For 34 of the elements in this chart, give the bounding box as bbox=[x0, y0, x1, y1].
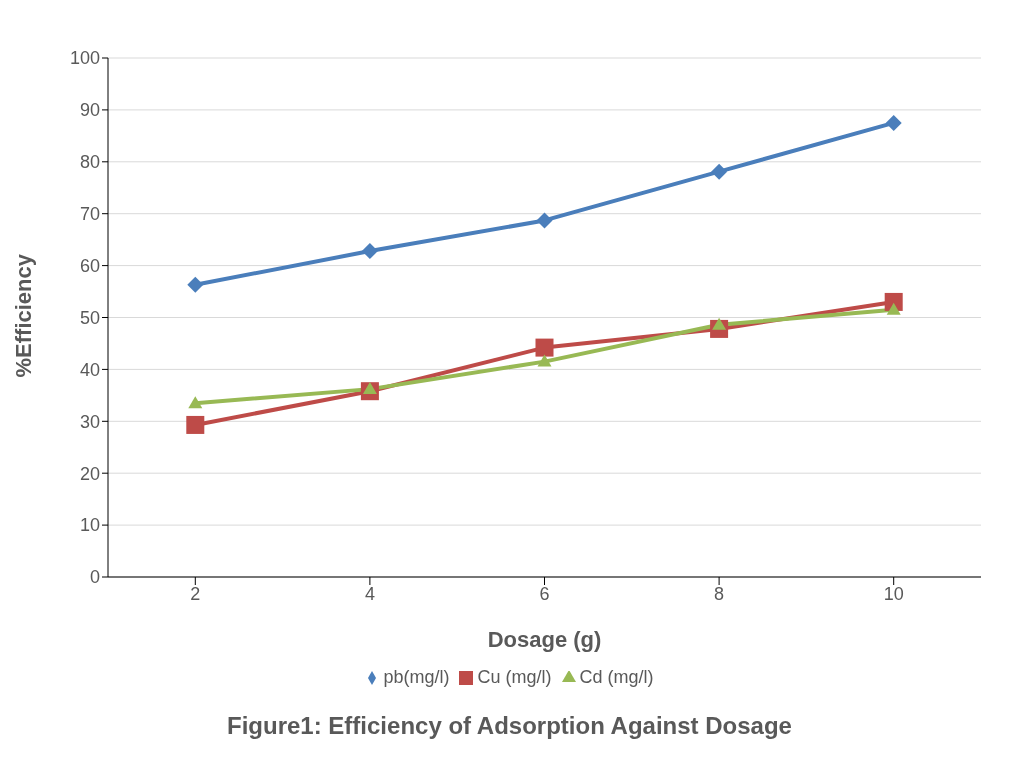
y-tick-label: 50 bbox=[79, 307, 100, 328]
point bbox=[885, 114, 902, 131]
x-axis-title: Dosage (g) bbox=[487, 627, 602, 652]
x-tick-label: 8 bbox=[714, 583, 725, 604]
point bbox=[712, 317, 727, 330]
y-tick-label: 70 bbox=[79, 204, 100, 225]
point bbox=[711, 163, 728, 180]
y-tick-label: 80 bbox=[79, 152, 100, 173]
y-tick-label: 90 bbox=[79, 100, 100, 121]
y-tick-label: 10 bbox=[79, 515, 100, 536]
legend-label: pb(mg/l) bbox=[383, 667, 450, 687]
legend-label: Cd (mg/l) bbox=[579, 667, 654, 687]
legend-label: Cu (mg/l) bbox=[477, 667, 552, 687]
point bbox=[187, 276, 204, 293]
text: Figure1: Efficiency of Adsorption Against Dosage bbox=[226, 712, 793, 740]
y-axis-title: %Efficiency bbox=[10, 253, 36, 378]
point bbox=[537, 354, 552, 367]
y-tick-label: 30 bbox=[79, 411, 100, 432]
y-tick-label: 60 bbox=[79, 255, 100, 276]
x-tick-label: 6 bbox=[539, 583, 550, 604]
x-tick-label: 10 bbox=[883, 583, 904, 604]
point bbox=[186, 415, 205, 434]
y-tick-label: 20 bbox=[79, 463, 100, 484]
point bbox=[362, 382, 377, 395]
point bbox=[886, 302, 901, 315]
y-tick-label: 100 bbox=[69, 48, 100, 69]
x-tick-label: 4 bbox=[364, 583, 375, 604]
point bbox=[361, 243, 378, 260]
y-tick-label: 40 bbox=[79, 359, 100, 380]
point bbox=[188, 396, 203, 409]
point bbox=[536, 212, 553, 229]
y-tick-label: 0 bbox=[89, 567, 100, 588]
x-tick-label: 2 bbox=[190, 583, 201, 604]
point bbox=[535, 338, 554, 357]
